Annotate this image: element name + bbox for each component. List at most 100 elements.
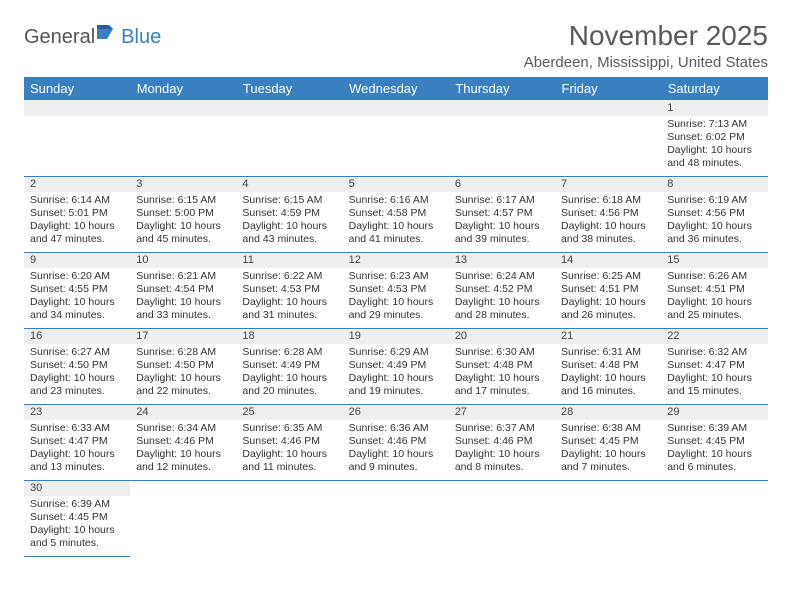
daylight-text: Daylight: 10 hours xyxy=(561,448,655,461)
sunset-text: Sunset: 4:56 PM xyxy=(561,207,655,220)
day-number-cell: 18 xyxy=(236,328,342,344)
weekday-header: Monday xyxy=(130,77,236,100)
sunset-text: Sunset: 6:02 PM xyxy=(667,131,761,144)
day-number-cell: 27 xyxy=(449,404,555,420)
day-info-cell: Sunrise: 6:36 AMSunset: 4:46 PMDaylight:… xyxy=(343,420,449,480)
day-info-cell: Sunrise: 6:22 AMSunset: 4:53 PMDaylight:… xyxy=(236,268,342,328)
day-info-cell: Sunrise: 6:39 AMSunset: 4:45 PMDaylight:… xyxy=(661,420,767,480)
day-info-cell xyxy=(130,116,236,176)
day-number-cell: 30 xyxy=(24,480,130,496)
sunset-text: Sunset: 5:00 PM xyxy=(136,207,230,220)
daylight-text2: and 47 minutes. xyxy=(30,233,124,246)
daylight-text: Daylight: 10 hours xyxy=(242,448,336,461)
calendar-body: 1Sunrise: 7:13 AMSunset: 6:02 PMDaylight… xyxy=(24,100,768,556)
sunrise-text: Sunrise: 6:37 AM xyxy=(455,422,549,435)
weekday-header-row: Sunday Monday Tuesday Wednesday Thursday… xyxy=(24,77,768,100)
sunset-text: Sunset: 4:48 PM xyxy=(455,359,549,372)
day-number-cell: 19 xyxy=(343,328,449,344)
logo-flag-icon xyxy=(97,22,119,45)
day-info-cell: Sunrise: 7:13 AMSunset: 6:02 PMDaylight:… xyxy=(661,116,767,176)
daylight-text: Daylight: 10 hours xyxy=(667,448,761,461)
sunrise-text: Sunrise: 6:24 AM xyxy=(455,270,549,283)
daylight-text: Daylight: 10 hours xyxy=(136,372,230,385)
logo: GeneralBlue xyxy=(24,20,161,49)
sunrise-text: Sunrise: 6:22 AM xyxy=(242,270,336,283)
day-info-cell: Sunrise: 6:27 AMSunset: 4:50 PMDaylight:… xyxy=(24,344,130,404)
day-info-cell xyxy=(555,496,661,556)
sunset-text: Sunset: 4:50 PM xyxy=(30,359,124,372)
day-info-cell: Sunrise: 6:20 AMSunset: 4:55 PMDaylight:… xyxy=(24,268,130,328)
weekday-header: Sunday xyxy=(24,77,130,100)
daynum-row: 16171819202122 xyxy=(24,328,768,344)
daylight-text2: and 6 minutes. xyxy=(667,461,761,474)
day-number-cell: 26 xyxy=(343,404,449,420)
day-number-cell xyxy=(449,100,555,116)
day-number-cell: 25 xyxy=(236,404,342,420)
day-info-cell: Sunrise: 6:28 AMSunset: 4:49 PMDaylight:… xyxy=(236,344,342,404)
daylight-text: Daylight: 10 hours xyxy=(455,448,549,461)
daylight-text: Daylight: 10 hours xyxy=(30,524,124,537)
daylight-text: Daylight: 10 hours xyxy=(30,448,124,461)
daylight-text2: and 45 minutes. xyxy=(136,233,230,246)
sunrise-text: Sunrise: 6:25 AM xyxy=(561,270,655,283)
daylight-text: Daylight: 10 hours xyxy=(242,372,336,385)
day-number-cell: 13 xyxy=(449,252,555,268)
day-info-cell xyxy=(236,496,342,556)
daylight-text2: and 25 minutes. xyxy=(667,309,761,322)
sunset-text: Sunset: 4:58 PM xyxy=(349,207,443,220)
daylight-text2: and 8 minutes. xyxy=(455,461,549,474)
daylight-text: Daylight: 10 hours xyxy=(349,372,443,385)
daylight-text2: and 31 minutes. xyxy=(242,309,336,322)
daylight-text: Daylight: 10 hours xyxy=(455,372,549,385)
page: GeneralBlue November 2025 Aberdeen, Miss… xyxy=(0,0,792,577)
daylight-text2: and 11 minutes. xyxy=(242,461,336,474)
daylight-text: Daylight: 10 hours xyxy=(349,296,443,309)
daylight-text: Daylight: 10 hours xyxy=(561,372,655,385)
day-number-cell xyxy=(449,480,555,496)
day-info-cell: Sunrise: 6:39 AMSunset: 4:45 PMDaylight:… xyxy=(24,496,130,556)
day-number-cell: 15 xyxy=(661,252,767,268)
sunset-text: Sunset: 4:49 PM xyxy=(242,359,336,372)
daylight-text: Daylight: 10 hours xyxy=(136,448,230,461)
day-info-cell: Sunrise: 6:35 AMSunset: 4:46 PMDaylight:… xyxy=(236,420,342,480)
day-number-cell: 7 xyxy=(555,176,661,192)
sunset-text: Sunset: 4:52 PM xyxy=(455,283,549,296)
daylight-text2: and 43 minutes. xyxy=(242,233,336,246)
sunset-text: Sunset: 4:51 PM xyxy=(667,283,761,296)
header: GeneralBlue November 2025 Aberdeen, Miss… xyxy=(24,20,768,71)
day-number-cell: 22 xyxy=(661,328,767,344)
day-number-cell: 10 xyxy=(130,252,236,268)
daylight-text: Daylight: 10 hours xyxy=(455,296,549,309)
sunset-text: Sunset: 4:48 PM xyxy=(561,359,655,372)
sunset-text: Sunset: 5:01 PM xyxy=(30,207,124,220)
sunset-text: Sunset: 4:54 PM xyxy=(136,283,230,296)
sunset-text: Sunset: 4:56 PM xyxy=(667,207,761,220)
daylight-text2: and 28 minutes. xyxy=(455,309,549,322)
daylight-text2: and 41 minutes. xyxy=(349,233,443,246)
daylight-text: Daylight: 10 hours xyxy=(242,296,336,309)
weekday-header: Wednesday xyxy=(343,77,449,100)
day-number-cell: 29 xyxy=(661,404,767,420)
daylight-text2: and 36 minutes. xyxy=(667,233,761,246)
sunrise-text: Sunrise: 6:19 AM xyxy=(667,194,761,207)
daylight-text2: and 9 minutes. xyxy=(349,461,443,474)
daylight-text: Daylight: 10 hours xyxy=(667,220,761,233)
day-number-cell xyxy=(236,100,342,116)
daylight-text2: and 13 minutes. xyxy=(30,461,124,474)
daynum-row: 30 xyxy=(24,480,768,496)
daylight-text: Daylight: 10 hours xyxy=(667,144,761,157)
sunrise-text: Sunrise: 6:30 AM xyxy=(455,346,549,359)
daylight-text2: and 12 minutes. xyxy=(136,461,230,474)
daylight-text2: and 16 minutes. xyxy=(561,385,655,398)
day-info-cell: Sunrise: 6:16 AMSunset: 4:58 PMDaylight:… xyxy=(343,192,449,252)
daylight-text: Daylight: 10 hours xyxy=(667,296,761,309)
daylight-text: Daylight: 10 hours xyxy=(30,372,124,385)
day-info-cell xyxy=(449,496,555,556)
day-info-cell: Sunrise: 6:33 AMSunset: 4:47 PMDaylight:… xyxy=(24,420,130,480)
daylight-text: Daylight: 10 hours xyxy=(349,220,443,233)
day-info-cell xyxy=(236,116,342,176)
daylight-text: Daylight: 10 hours xyxy=(561,220,655,233)
sunset-text: Sunset: 4:49 PM xyxy=(349,359,443,372)
daylight-text2: and 15 minutes. xyxy=(667,385,761,398)
day-info-cell: Sunrise: 6:18 AMSunset: 4:56 PMDaylight:… xyxy=(555,192,661,252)
